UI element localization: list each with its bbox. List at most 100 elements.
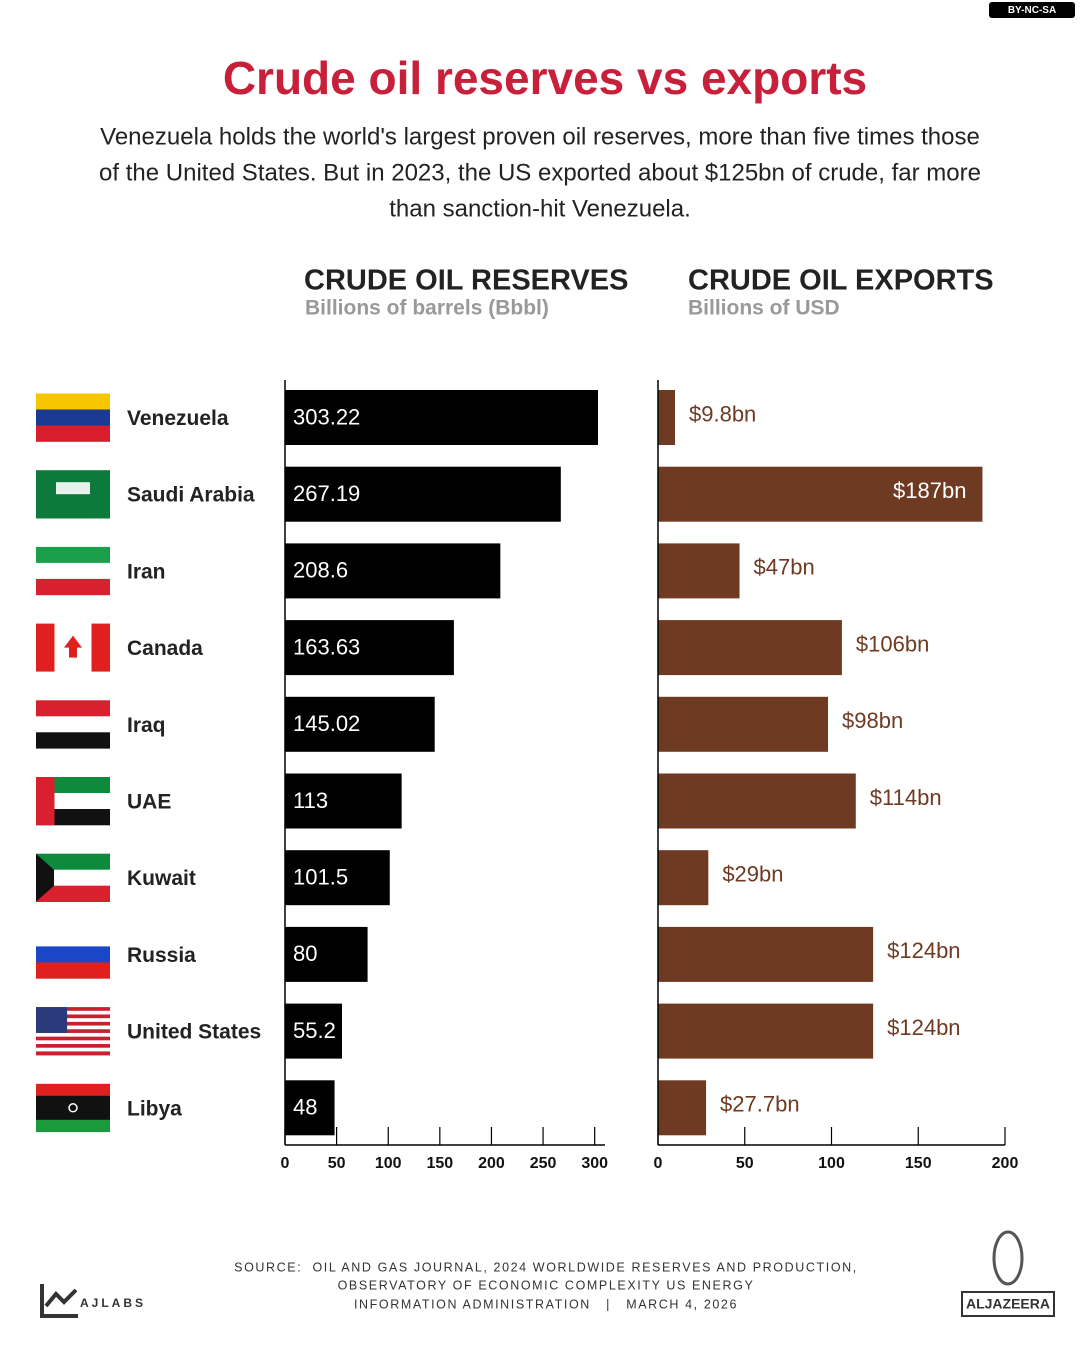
footer: SOURCE: OIL AND GAS JOURNAL, 2024 WORLDW… (40, 1230, 1055, 1318)
value-label: 101.5 (293, 865, 348, 890)
chart-title: CRUDE OIL EXPORTS (688, 265, 994, 297)
chart-subtitle: Billions of USD (688, 297, 840, 320)
bar (658, 773, 856, 829)
subtitle: Venezuela holds the world's largest prov… (99, 123, 981, 222)
flag-stripe (36, 869, 110, 886)
flag-stripe (36, 716, 110, 733)
country-label: Iraq (127, 714, 166, 737)
bar (285, 696, 435, 752)
aljazeera-box (961, 1291, 1055, 1317)
value-label: 163.63 (293, 634, 360, 659)
bar (658, 620, 842, 676)
x-tick-label: 0 (281, 1155, 290, 1172)
flag-stripe (36, 1018, 110, 1023)
ajlabs-logo: AJLABS (80, 1296, 146, 1310)
value-label: $98bn (842, 708, 903, 733)
country-label: Kuwait (127, 867, 196, 890)
x-tick-label: 200 (992, 1155, 1019, 1172)
source-line: INFORMATION ADMINISTRATION | MARCH 4, 20… (354, 1297, 738, 1311)
flag (36, 623, 110, 672)
x-tick-label: 0 (654, 1155, 663, 1172)
chart-title: CRUDE OIL RESERVES (304, 265, 628, 297)
value-label: 145.02 (293, 711, 360, 736)
value-label: $114bn (870, 785, 942, 810)
value-label: 48 (293, 1095, 317, 1120)
flag-stripe (36, 409, 110, 426)
flag-stripe (36, 777, 55, 825)
flag-stripe (36, 700, 110, 717)
flag-stripe (36, 962, 110, 979)
flag-stripe (36, 885, 110, 902)
bar (658, 1003, 874, 1059)
flag-stripe (36, 393, 110, 410)
flag-stripe (36, 1021, 110, 1026)
x-tick-label: 50 (328, 1155, 346, 1172)
subtitle-line: Venezuela holds the world's largest prov… (100, 123, 980, 150)
flag-stripe (36, 1040, 110, 1045)
flag (36, 853, 110, 902)
source-line: OBSERVATORY OF ECONOMIC COMPLEXITY US EN… (338, 1278, 755, 1292)
value-label: $47bn (754, 555, 815, 580)
flag-stripe (36, 1014, 110, 1019)
x-tick-label: 200 (478, 1155, 505, 1172)
x-tick-label: 250 (530, 1155, 557, 1172)
flag-stripe (36, 623, 55, 672)
x-tick-label: 100 (375, 1155, 402, 1172)
value-label: $124bn (887, 1015, 960, 1040)
flag-stripe (36, 562, 110, 580)
value-label: 113 (293, 788, 328, 813)
flag-stripe (36, 853, 110, 870)
flag-stripe (36, 1083, 110, 1097)
bar (285, 620, 454, 676)
bar (285, 926, 368, 982)
aljazeera-logo: ALJAZEERA (966, 1296, 1050, 1312)
flag-stripe (36, 1010, 110, 1015)
bar (285, 390, 599, 445)
flag-canton (36, 1007, 68, 1033)
flag (36, 393, 110, 442)
flag-stripe (36, 1047, 110, 1052)
flag-emblem (64, 635, 82, 658)
flag-stripe (36, 1044, 110, 1049)
license-badge (989, 2, 1075, 18)
value-label: $187bn (893, 478, 966, 503)
flag (36, 700, 110, 749)
subtitle-line: of the United States. But in 2023, the U… (99, 159, 981, 186)
bar (658, 926, 874, 982)
ajlabs-icon (40, 1284, 78, 1318)
flag-stripe (36, 1007, 110, 1012)
flag-stripe (36, 578, 110, 596)
x-tick-label: 50 (736, 1155, 754, 1172)
bar (285, 773, 402, 829)
flag-stripe (36, 1107, 110, 1121)
bar (658, 466, 983, 522)
x-tick-label: 150 (426, 1155, 453, 1172)
bar (658, 543, 740, 599)
country-label: Iran (127, 560, 166, 583)
bar (658, 390, 676, 445)
value-label: 303.22 (293, 404, 360, 429)
country-label: Russia (127, 944, 196, 967)
value-label: $106bn (856, 631, 929, 656)
flag (36, 1007, 110, 1056)
x-tick-label: 300 (581, 1155, 608, 1172)
value-label: $27.7bn (720, 1092, 800, 1117)
value-label: 80 (293, 941, 317, 966)
country-label: Venezuela (127, 407, 229, 430)
source-line: SOURCE: OIL AND GAS JOURNAL, 2024 WORLDW… (234, 1260, 858, 1274)
country-label: United States (127, 1021, 261, 1044)
bar (658, 850, 709, 906)
flag-stripe (36, 853, 54, 902)
value-label: 208.6 (293, 558, 348, 583)
country-label: UAE (127, 791, 171, 814)
bar (285, 1080, 335, 1136)
title: Crude oil reserves vs exports (223, 52, 867, 104)
flag-stripe (36, 425, 110, 442)
flag-stripe (36, 1119, 110, 1133)
chart-subtitle: Billions of barrels (Bbbl) (305, 297, 549, 320)
flag-stripe (36, 546, 110, 564)
flag-stripe (36, 732, 110, 749)
x-tick-label: 150 (905, 1155, 932, 1172)
flag-stripe (36, 1095, 110, 1109)
